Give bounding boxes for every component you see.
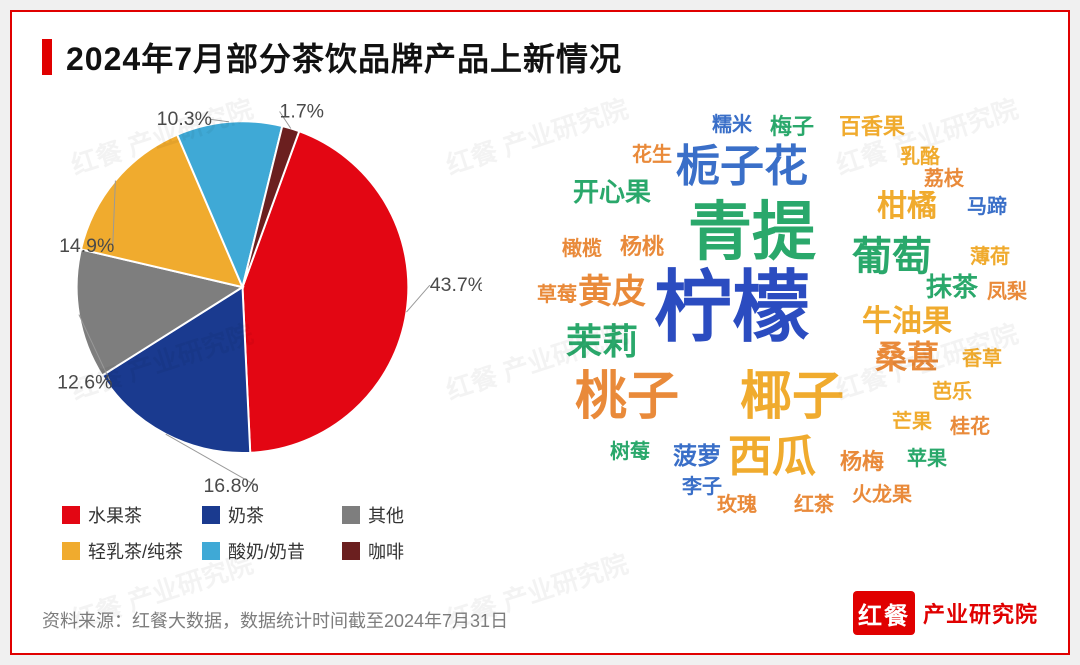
cloud-word: 乳酪 [900,147,940,167]
legend-label: 其他 [368,502,404,528]
source-text: 资料来源：红餐大数据，数据统计时间截至2024年7月31日 [42,607,508,633]
cloud-word: 树莓 [610,442,650,462]
cloud-word: 草莓 [537,285,577,305]
legend-item: 咖啡 [342,538,482,564]
cloud-word: 茉莉 [566,324,638,360]
pie-label-1: 16.8% [203,475,258,492]
cloud-word: 百香果 [839,116,905,138]
pie-label-4: 10.3% [157,108,212,130]
legend-row: 水果茶 奶茶 其他 [62,502,482,528]
cloud-word: 桃子 [575,371,679,423]
cloud-word: 香草 [962,349,1002,369]
cloud-word: 芒果 [892,412,932,432]
brand-logo: 红餐 [853,591,915,635]
word-cloud: 柠檬青提椰子 桃子 栀子花西瓜 葡萄茉莉 黄皮桑葚 牛油果 柑橘 开心果抹茶菠萝 杨桃 梅子 百香果… [512,97,1052,567]
legend-label: 咖啡 [368,538,404,564]
cloud-word: 苹果 [907,449,947,469]
cloud-word: 杨梅 [840,451,884,473]
legend-label: 轻乳茶/纯茶 [88,538,183,564]
cloud-word: 凤梨 [987,282,1027,302]
cloud-word: 杨桃 [620,236,664,258]
cloud-word: 梅子 [770,116,814,138]
cloud-word: 栀子花 [676,145,808,189]
cloud-word: 开心果 [573,179,651,205]
legend-label: 酸奶/奶昔 [228,538,305,564]
cloud-word: 芭乐 [932,382,972,402]
legend-swatch [202,506,220,524]
cloud-word: 菠萝 [673,445,721,469]
legend-swatch [342,542,360,560]
pie-legend: 水果茶 奶茶 其他轻乳茶/纯茶 酸奶/奶昔 咖啡 [62,502,482,574]
cloud-word: 西瓜 [728,435,816,479]
cloud-word: 火龙果 [852,485,912,505]
pie-label-5: 1.7% [280,100,324,122]
legend-item: 轻乳茶/纯茶 [62,538,202,564]
cloud-word: 荔枝 [924,169,964,189]
page-title: 2024年7月部分茶饮品牌产品上新情况 [66,34,622,80]
cloud-word: 薄荷 [970,247,1010,267]
title-accent-bar [42,39,52,75]
legend-item: 其他 [342,502,482,528]
pie-label-2: 12.6% [57,372,112,394]
legend-swatch [62,542,80,560]
cloud-word: 牛油果 [862,307,952,337]
cloud-word: 柑橘 [877,192,937,222]
cloud-word: 柠檬 [654,268,810,346]
cloud-word: 糯米 [712,115,752,135]
cloud-word: 马蹄 [967,197,1007,217]
cloud-word: 李子 [682,477,722,497]
cloud-word: 桂花 [950,417,990,437]
cloud-word: 青提 [688,200,816,264]
legend-row: 轻乳茶/纯茶 酸奶/奶昔 咖啡 [62,538,482,564]
legend-swatch [62,506,80,524]
cloud-word: 花生 [632,145,672,165]
cloud-word: 红茶 [794,495,834,515]
cloud-word: 桑葚 [875,341,939,373]
pie-label-3: 14.9% [59,235,114,257]
legend-swatch [342,506,360,524]
cloud-word: 葡萄 [852,237,932,277]
cloud-word: 黄皮 [578,275,646,309]
pie-chart: 43.7% 16.8% 12.6% 14.9% 10.3% 1.7% [42,92,482,492]
cloud-word: 椰子 [740,371,844,423]
brand-badge: 红餐 产业研究院 [853,591,1038,635]
pie-svg: 43.7% 16.8% 12.6% 14.9% 10.3% 1.7% [42,92,482,492]
cloud-word: 玫瑰 [717,495,757,515]
legend-item: 酸奶/奶昔 [202,538,342,564]
legend-item: 奶茶 [202,502,342,528]
legend-label: 水果茶 [88,502,142,528]
brand-text: 产业研究院 [923,597,1038,629]
cloud-word: 抹茶 [926,274,978,300]
cloud-word: 橄榄 [562,239,602,259]
title-row: 2024年7月部分茶饮品牌产品上新情况 [42,34,622,80]
frame: 2024年7月部分茶饮品牌产品上新情况 43.7% 16.8% 12.6% 14.9%… [10,10,1070,655]
legend-item: 水果茶 [62,502,202,528]
legend-label: 奶茶 [228,502,264,528]
pie-label-0: 43.7% [430,274,482,296]
legend-swatch [202,542,220,560]
